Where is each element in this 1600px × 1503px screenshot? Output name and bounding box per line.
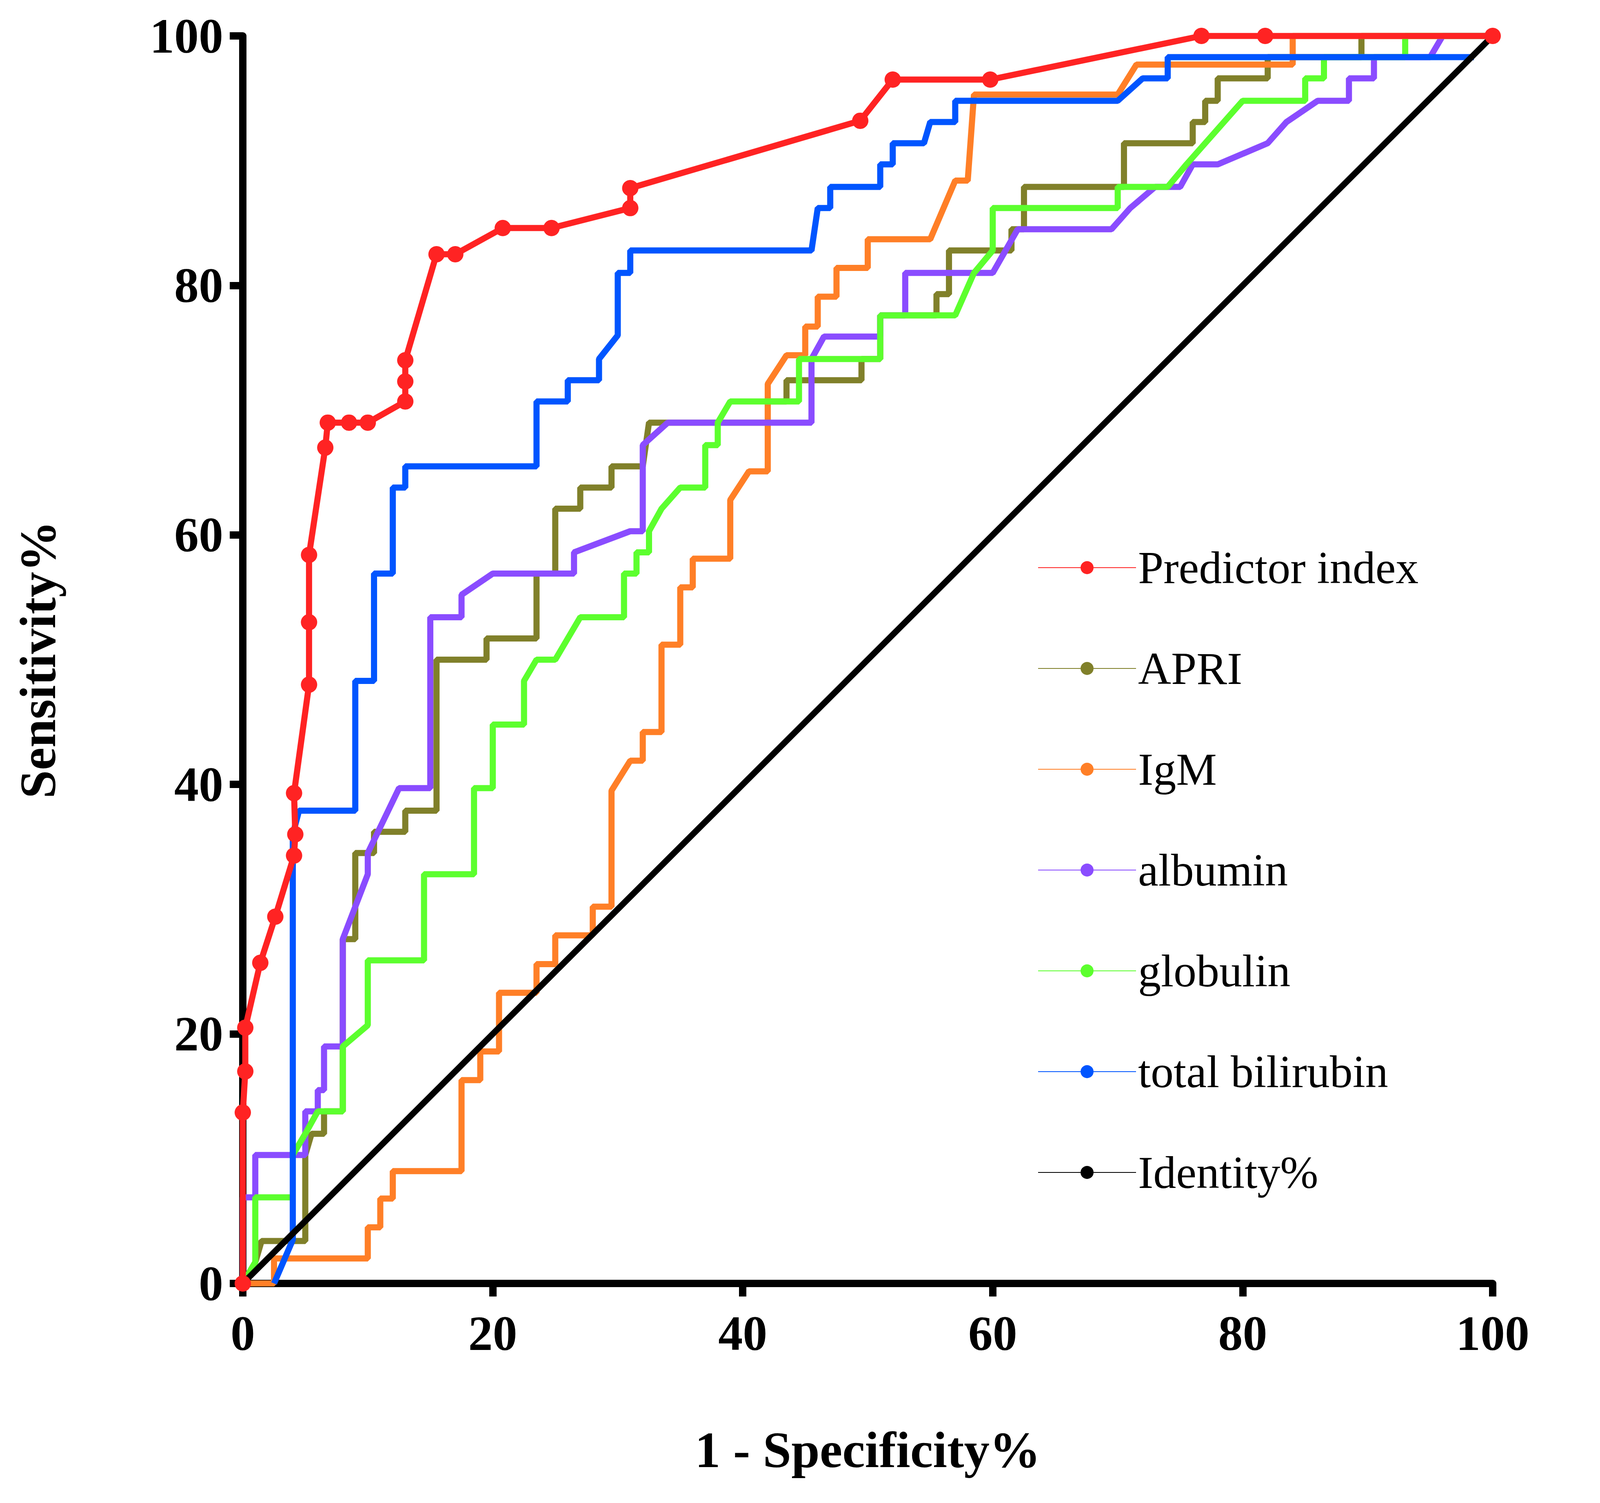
svg-text:20: 20 (468, 1306, 518, 1361)
svg-text:80: 80 (1218, 1306, 1268, 1361)
svg-text:Predictor index: Predictor index (1138, 542, 1419, 593)
svg-text:40: 40 (718, 1306, 768, 1361)
svg-text:100: 100 (149, 8, 224, 64)
svg-text:20: 20 (174, 1006, 224, 1061)
svg-text:Identity%: Identity% (1138, 1147, 1319, 1198)
svg-text:Sensitivity%: Sensitivity% (9, 520, 67, 799)
svg-text:APRI: APRI (1138, 643, 1243, 694)
svg-text:0: 0 (230, 1306, 256, 1361)
svg-text:80: 80 (174, 258, 224, 313)
svg-text:40: 40 (174, 757, 224, 812)
svg-text:60: 60 (968, 1306, 1018, 1361)
svg-text:albumin: albumin (1138, 844, 1288, 896)
svg-text:globulin: globulin (1138, 945, 1291, 997)
svg-text:100: 100 (1455, 1306, 1530, 1361)
svg-text:0: 0 (198, 1256, 224, 1311)
svg-text:total bilirubin: total bilirubin (1138, 1046, 1389, 1097)
svg-text:1 - Specificity%: 1 - Specificity% (694, 1421, 1041, 1478)
svg-text:IgM: IgM (1138, 743, 1217, 795)
svg-text:60: 60 (174, 507, 224, 562)
